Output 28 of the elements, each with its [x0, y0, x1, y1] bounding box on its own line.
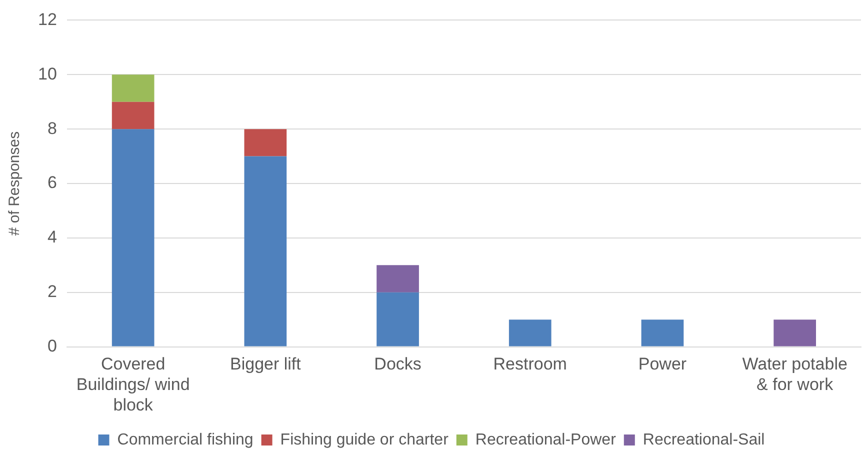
bar	[244, 156, 287, 346]
bar	[244, 129, 287, 156]
bar	[774, 320, 816, 346]
bar	[641, 320, 684, 346]
bar	[508, 320, 552, 346]
legend-label: Fishing guide or charter	[280, 431, 450, 448]
y-tick-label: 6	[47, 173, 57, 192]
bar	[112, 102, 154, 130]
legend-label: Recreational-Sail	[642, 431, 765, 448]
legend-label: Commercial fishing	[117, 431, 254, 448]
bar	[112, 129, 154, 346]
y-tick-label: 8	[47, 118, 57, 138]
bar	[112, 74, 154, 102]
x-tick-label: Docks	[374, 354, 422, 374]
legend-label: Recreational-Power	[475, 431, 617, 448]
x-tick-label: Power	[638, 354, 687, 374]
y-tick-label: 12	[38, 10, 57, 29]
x-tick-label: Water potable & for work	[742, 354, 848, 394]
y-tick-label: 0	[47, 336, 57, 356]
x-tick-label: Bigger lift	[230, 354, 302, 374]
y-tick-label: 2	[47, 282, 57, 302]
x-tick-label: Covered Buildings/ wind block	[76, 354, 190, 414]
bar	[376, 292, 419, 346]
y-axis-title: # of Responses	[6, 131, 24, 236]
x-tick-label: Restroom	[493, 354, 567, 374]
y-tick-label: 4	[47, 228, 57, 247]
bar	[376, 265, 419, 292]
y-tick-label: 10	[38, 64, 57, 84]
